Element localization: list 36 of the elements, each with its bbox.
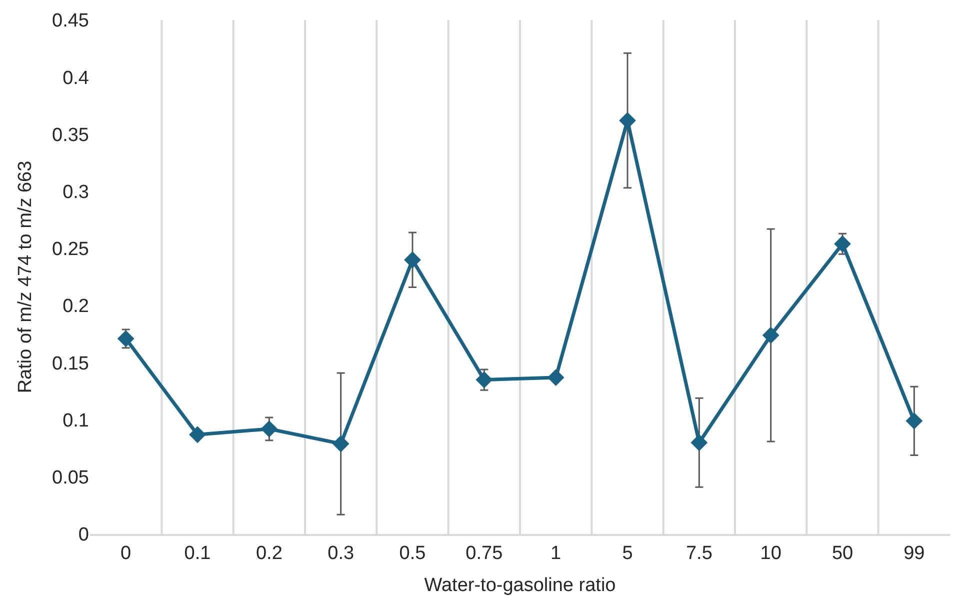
point: [332, 435, 350, 452]
point: [619, 112, 636, 129]
x-tick-label: 5: [622, 542, 633, 564]
point: [547, 369, 564, 386]
x-tick-label: 10: [760, 542, 782, 564]
point: [117, 330, 134, 348]
x-tick-label: 0.5: [399, 542, 426, 564]
y-tick-label: 0.1: [62, 410, 89, 432]
y-tick-label: 0.45: [52, 10, 89, 32]
y-tick-label: 0.2: [62, 296, 89, 318]
y-tick-label: 0.15: [52, 353, 89, 374]
x-tick-label: 99: [904, 542, 925, 564]
x-tick-label: 0.3: [328, 542, 354, 564]
x-tick-label: 0.2: [256, 542, 282, 564]
point: [476, 371, 493, 388]
x-tick-label: 7.5: [686, 542, 712, 564]
y-tick-label: 0.4: [62, 68, 90, 89]
x-tick-label: 1: [550, 542, 562, 564]
point: [260, 420, 278, 438]
point: [906, 412, 923, 430]
point: [690, 434, 708, 452]
y-tick-label: 0.3: [62, 182, 89, 203]
x-tick-label: 0: [120, 542, 132, 564]
x-tick-label: 50: [832, 542, 854, 564]
point: [834, 235, 851, 252]
x-axis-title: Water-to-gasoline ratio: [424, 575, 616, 596]
x-tick-label: 0.75: [466, 542, 503, 564]
y-axis-title: Ratio of m/z 474 to m/z 663: [14, 160, 36, 394]
y-tick-label: 0: [78, 524, 89, 546]
point: [189, 426, 206, 444]
y-tick-label: 0.25: [52, 239, 89, 260]
x-tick-label: 0.1: [184, 542, 211, 564]
y-tick-label: 0.35: [52, 124, 89, 146]
point: [404, 251, 421, 268]
y-tick-label: 0.05: [52, 468, 89, 489]
point: [762, 326, 780, 344]
